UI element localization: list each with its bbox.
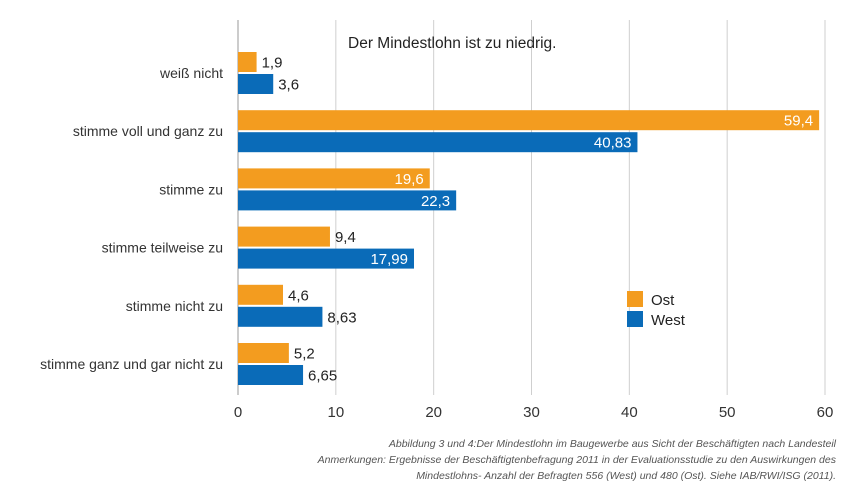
data-label: 1,9 [262,55,283,72]
chart-title: Der Mindestlohn ist zu niedrig. [348,35,557,52]
data-label: 4,6 [288,287,309,304]
legend-label: West [651,312,686,329]
category-label: weiß nicht [159,65,223,81]
category-label: stimme nicht zu [126,298,223,314]
data-label: 17,99 [370,251,408,268]
data-label: 22,3 [421,193,450,210]
data-label: 40,83 [594,135,632,152]
caption-line-2: Anmerkungen: Ergebnisse der Beschäftigte… [317,454,836,466]
bar-ost [238,52,257,72]
x-tick-label: 10 [327,404,344,421]
bar-west [238,365,304,385]
bar-west [238,190,457,211]
category-label: stimme zu [159,181,223,197]
bar-west [238,132,638,153]
bar-ost [238,110,820,131]
category-label: stimme ganz und gar nicht zu [40,356,223,372]
data-label: 6,65 [308,368,337,385]
bar-ost [238,343,289,363]
legend-swatch-ost [627,291,643,307]
data-label: 9,4 [335,229,356,246]
bar-chart: 0 10 20 30 40 50 60 Der Mindestlohn ist zu nied… [40,20,834,421]
legend-swatch-west [627,311,643,327]
bar-west [238,248,415,269]
bar-west [238,306,323,327]
category-label: stimme voll und ganz zu [73,123,223,139]
bar-ost [238,226,330,247]
data-label: 5,2 [294,346,315,363]
data-label: 19,6 [395,171,424,188]
bar-ost [238,284,284,305]
data-label: 59,4 [784,113,813,130]
category-label: stimme teilweise zu [102,240,223,256]
x-tick-label: 30 [523,404,540,421]
x-tick-label: 40 [621,404,638,421]
figure-caption: Abbildung 3 und 4:Der Mindestlohn im Bau… [196,436,836,484]
data-label: 3,6 [278,77,299,94]
legend-label: Ost [651,292,675,309]
bar-west [238,74,274,94]
x-tick-label: 60 [817,404,834,421]
x-tick-label: 50 [719,404,736,421]
data-label: 8,63 [327,309,356,326]
caption-line-1: Abbildung 3 und 4:Der Mindestlohn im Bau… [388,438,836,450]
bar-ost [238,168,430,189]
x-tick-label: 0 [234,404,242,421]
x-tick-label: 20 [425,404,442,421]
caption-line-3: Mindestlohns- Anzahl der Befragten 556 (… [416,470,836,482]
